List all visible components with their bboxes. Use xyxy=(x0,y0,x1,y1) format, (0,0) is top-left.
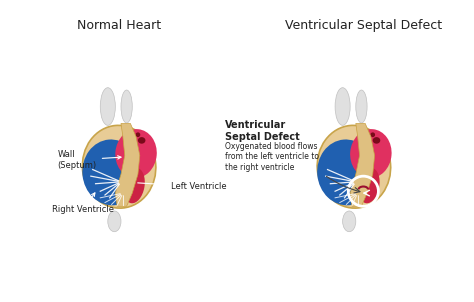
Text: Right Ventricle: Right Ventricle xyxy=(52,193,114,214)
Text: Ventricular Septal Defect: Ventricular Septal Defect xyxy=(285,19,442,32)
Ellipse shape xyxy=(82,140,141,205)
Circle shape xyxy=(120,191,125,195)
Ellipse shape xyxy=(129,140,137,148)
Ellipse shape xyxy=(356,90,367,123)
Circle shape xyxy=(356,191,360,195)
Text: Left Ventricle: Left Ventricle xyxy=(138,182,226,191)
Ellipse shape xyxy=(138,137,146,144)
Text: Normal Heart: Normal Heart xyxy=(77,19,161,32)
Ellipse shape xyxy=(335,88,350,125)
Circle shape xyxy=(354,179,358,184)
Polygon shape xyxy=(115,124,140,206)
Ellipse shape xyxy=(115,129,157,178)
Text: Oxygenated blood flows
from the left ventricle to
the right ventricle: Oxygenated blood flows from the left ven… xyxy=(225,142,319,172)
Circle shape xyxy=(118,179,123,184)
Ellipse shape xyxy=(100,88,115,125)
Ellipse shape xyxy=(317,140,375,205)
Polygon shape xyxy=(350,124,374,206)
Text: Wall
(Septum): Wall (Septum) xyxy=(58,150,121,170)
Text: Ventricular
Septal Defect: Ventricular Septal Defect xyxy=(225,120,300,142)
Ellipse shape xyxy=(136,132,140,137)
Ellipse shape xyxy=(124,134,129,140)
Ellipse shape xyxy=(124,168,145,203)
Ellipse shape xyxy=(370,132,375,137)
Ellipse shape xyxy=(317,125,391,208)
Ellipse shape xyxy=(82,125,156,208)
Ellipse shape xyxy=(350,129,392,178)
Ellipse shape xyxy=(108,211,121,232)
Ellipse shape xyxy=(343,211,356,232)
Ellipse shape xyxy=(364,140,372,148)
Ellipse shape xyxy=(359,134,364,140)
Ellipse shape xyxy=(121,90,132,123)
Ellipse shape xyxy=(358,168,380,203)
Ellipse shape xyxy=(373,137,380,144)
